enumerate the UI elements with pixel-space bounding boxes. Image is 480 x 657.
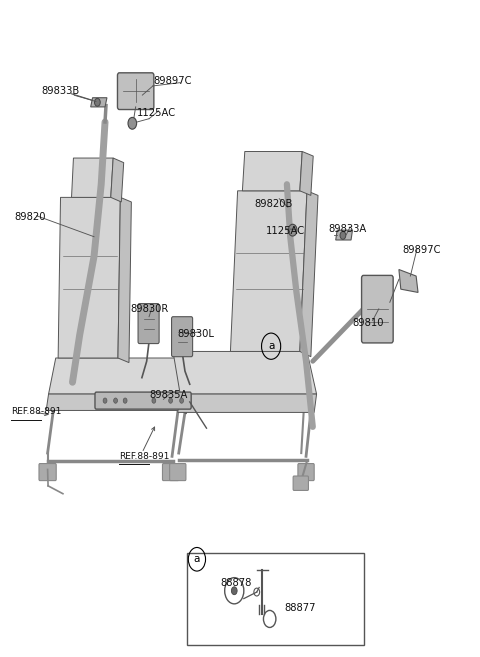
Polygon shape: [230, 191, 307, 351]
Circle shape: [123, 398, 127, 403]
Polygon shape: [91, 98, 107, 107]
Polygon shape: [173, 351, 317, 394]
Text: 1125AC: 1125AC: [137, 108, 176, 118]
Circle shape: [340, 231, 346, 239]
Text: 88877: 88877: [284, 603, 315, 614]
FancyBboxPatch shape: [171, 317, 192, 357]
Bar: [187, 553, 364, 645]
FancyBboxPatch shape: [293, 476, 309, 490]
Polygon shape: [72, 158, 113, 197]
Polygon shape: [58, 197, 120, 358]
Text: 89820B: 89820B: [254, 199, 293, 209]
Text: 89820: 89820: [14, 212, 46, 222]
Text: 89897C: 89897C: [153, 76, 192, 85]
Polygon shape: [300, 191, 318, 357]
Polygon shape: [118, 197, 132, 363]
Text: 89897C: 89897C: [403, 245, 441, 255]
Text: 89830R: 89830R: [130, 304, 168, 314]
FancyBboxPatch shape: [361, 275, 393, 343]
Circle shape: [168, 398, 172, 403]
Polygon shape: [336, 230, 352, 240]
Polygon shape: [111, 158, 124, 202]
Polygon shape: [48, 358, 182, 394]
Text: 89810: 89810: [352, 318, 384, 328]
Circle shape: [114, 398, 118, 403]
Text: a: a: [268, 341, 274, 351]
Polygon shape: [175, 358, 187, 414]
Circle shape: [180, 398, 183, 403]
Polygon shape: [399, 269, 418, 292]
Circle shape: [128, 118, 137, 129]
FancyBboxPatch shape: [298, 464, 314, 481]
Text: 89833B: 89833B: [41, 86, 80, 96]
Text: 89833A: 89833A: [328, 224, 367, 234]
FancyBboxPatch shape: [138, 304, 159, 344]
Circle shape: [95, 99, 100, 106]
Text: 89830L: 89830L: [178, 328, 215, 339]
Text: 89835A: 89835A: [149, 390, 187, 400]
Polygon shape: [46, 394, 182, 411]
Circle shape: [152, 398, 156, 403]
FancyBboxPatch shape: [39, 464, 56, 481]
FancyBboxPatch shape: [118, 73, 154, 110]
Polygon shape: [242, 152, 302, 191]
Circle shape: [288, 224, 297, 236]
Circle shape: [231, 587, 237, 595]
Text: REF.88-891: REF.88-891: [11, 407, 61, 417]
Polygon shape: [300, 152, 313, 195]
Text: REF.88-891: REF.88-891: [120, 452, 170, 461]
Polygon shape: [178, 394, 317, 413]
FancyBboxPatch shape: [95, 392, 191, 409]
Text: a: a: [194, 555, 200, 564]
Text: 1125AC: 1125AC: [266, 227, 305, 237]
Text: 88878: 88878: [220, 578, 251, 588]
Circle shape: [103, 398, 107, 403]
FancyBboxPatch shape: [162, 464, 179, 481]
FancyBboxPatch shape: [169, 464, 186, 481]
